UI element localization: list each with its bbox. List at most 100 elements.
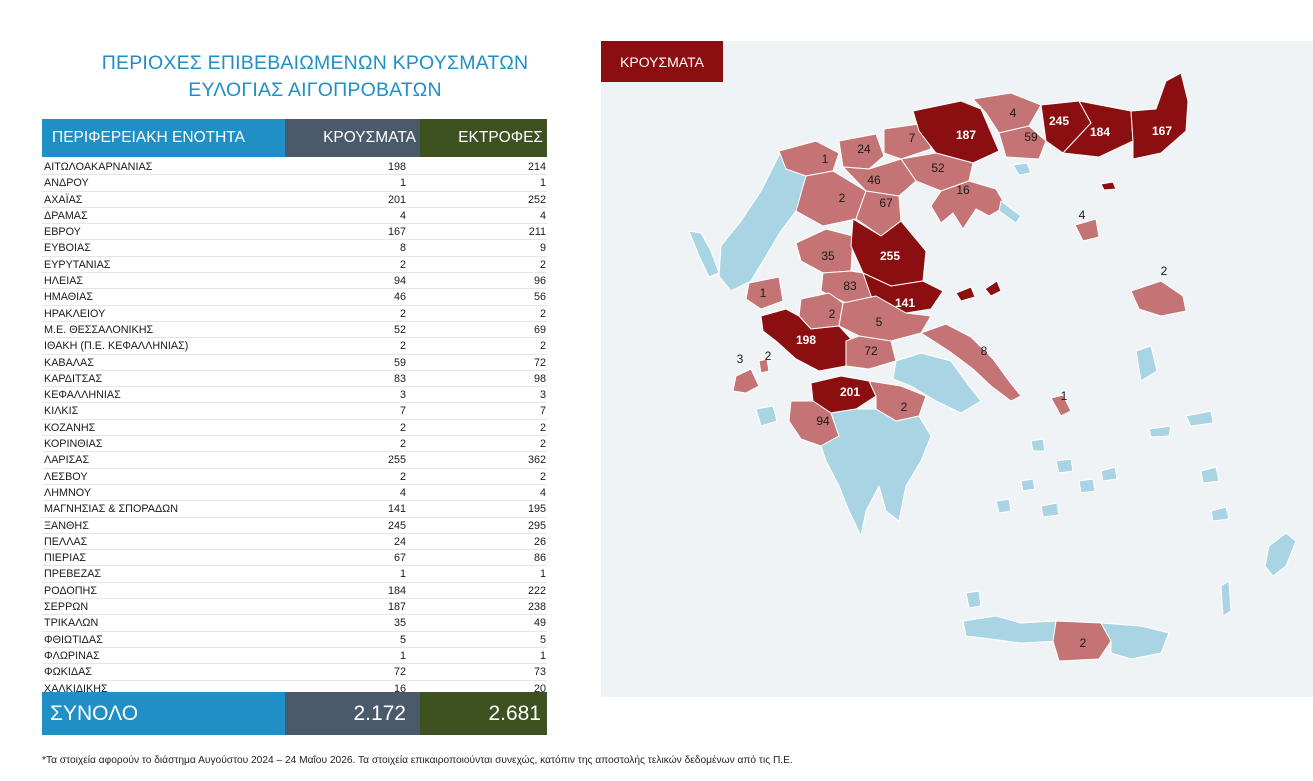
region-cell: ΙΘΑΚΗ (Π.Ε. ΚΕΦΑΛΛΗΝΙΑΣ) — [44, 340, 189, 353]
cases-cell: 24 — [393, 535, 406, 548]
cases-cell: 7 — [399, 405, 406, 418]
region-cell: ΚΑΒΑΛΑΣ — [44, 356, 94, 369]
region-cell: ΦΛΩΡΙΝΑΣ — [44, 649, 100, 662]
region-preveza — [745, 276, 784, 310]
region-cell: ΚΟΡΙΝΘΙΑΣ — [44, 438, 103, 451]
table-row: ΚΟΡΙΝΘΙΑΣ 2 2 — [42, 436, 547, 453]
cases-cell: 8 — [399, 242, 406, 255]
cases-cell: 2 — [399, 438, 406, 451]
farms-cell: 211 — [528, 226, 546, 239]
farms-cell: 86 — [533, 552, 546, 565]
table-row: ΠΡΕΒΕΖΑΣ 1 1 — [42, 566, 547, 583]
table-row: ΚΕΦΑΛΛΗΝΙΑΣ 3 3 — [42, 387, 547, 404]
cases-cell: 2 — [399, 258, 406, 271]
cases-cell: 167 — [387, 226, 406, 239]
farms-cell: 56 — [533, 291, 546, 304]
label-chalkidiki: 16 — [956, 183, 970, 197]
table-row: ΦΘΙΩΤΙΔΑΣ 5 5 — [42, 632, 547, 648]
region-kythira — [965, 590, 982, 609]
farms-cell: 222 — [527, 584, 546, 597]
farms-cell: 5 — [539, 633, 546, 646]
total-farms: 2.681 — [420, 692, 547, 735]
farms-cell: 1 — [539, 568, 546, 581]
farms-cell: 295 — [527, 519, 546, 532]
label-korinthia: 2 — [901, 400, 908, 414]
farms-cell: 69 — [533, 323, 546, 336]
header-region: ΠΕΡΙΦΕΡΕΙΑΚΗ ΕΝΟΤΗΤΑ — [42, 119, 285, 157]
cases-cell: 46 — [393, 291, 406, 304]
cases-cell: 5 — [399, 633, 406, 646]
farms-cell: 195 — [527, 503, 546, 516]
table-row: ΕΥΒΟΙΑΣ 8 9 — [42, 240, 547, 257]
farms-cell: 49 — [533, 617, 546, 630]
table-row: ΠΙΕΡΙΑΣ 67 86 — [42, 550, 547, 567]
farms-cell: 1 — [539, 649, 546, 662]
region-cyclades-5 — [1020, 478, 1036, 492]
label-kefallinia: 3 — [737, 352, 744, 366]
total-label: ΣΥΝΟΛΟ — [42, 692, 285, 735]
label-preveza: 1 — [760, 286, 767, 300]
cases-cell: 72 — [393, 666, 406, 679]
label-pieria: 67 — [879, 196, 893, 210]
region-cell: ΕΥΒΟΙΑΣ — [44, 242, 91, 255]
table-total-row: ΣΥΝΟΛΟ 2.172 2.681 — [42, 692, 547, 735]
table-row: ΚΑΒΑΛΑΣ 59 72 — [42, 355, 547, 371]
table-row: ΛΗΜΝΟΥ 4 4 — [42, 485, 547, 502]
farms-cell: 4 — [539, 209, 546, 222]
cases-cell: 52 — [393, 323, 406, 336]
region-thasos — [1012, 162, 1032, 176]
table-row: Μ.Ε. ΘΕΣΣΑΛΟΝΙΚΗΣ 52 69 — [42, 322, 547, 339]
region-cell: Μ.Ε. ΘΕΣΣΑΛΟΝΙΚΗΣ — [44, 323, 154, 336]
region-evros — [1130, 72, 1189, 160]
cases-cell: 4 — [399, 209, 406, 222]
region-cell: ΑΙΤΩΛΟΑΚΑΡΝΑΝΙΑΣ — [44, 161, 153, 173]
header-cases: ΚΡΟΥΣΜΑΤΑ — [285, 119, 420, 157]
cases-cell: 16 — [393, 682, 406, 695]
label-trikala: 35 — [821, 249, 835, 263]
region-cell: ΦΘΙΩΤΙΔΑΣ — [44, 633, 103, 646]
table-row: ΣΕΡΡΩΝ 187 238 — [42, 599, 547, 616]
region-zakynthos — [755, 405, 778, 427]
cases-cell: 2 — [399, 421, 406, 434]
page-title: ΠΕΡΙΟΧΕΣ ΕΠΙΒΕΒΑΙΩΜΕΝΩΝ ΚΡΟΥΣΜΑΤΩΝ ΕΥΛΟΓ… — [42, 50, 588, 104]
farms-cell: 362 — [527, 454, 546, 467]
cases-cell: 187 — [387, 601, 406, 614]
table-row: ΦΩΚΙΔΑΣ 72 73 — [42, 664, 547, 681]
region-dodec-1 — [1200, 466, 1220, 484]
region-cell: ΚΙΛΚΙΣ — [44, 405, 79, 418]
label-kavala: 59 — [1024, 130, 1038, 144]
cases-cell: 201 — [387, 193, 406, 206]
region-kefallinia — [732, 368, 760, 394]
farms-cell: 252 — [527, 193, 546, 206]
label-fokida: 72 — [864, 344, 878, 358]
farms-cell: 2 — [539, 470, 546, 483]
table-row: ΚΟΖΑΝΗΣ 2 2 — [42, 420, 547, 437]
title-line-2: ΕΥΛΟΓΙΑΣ ΑΙΓΟΠΡΟΒΑΤΩΝ — [188, 79, 442, 101]
cases-cell: 255 — [387, 454, 406, 467]
region-karpathos — [1220, 580, 1232, 617]
region-corfu — [688, 230, 720, 278]
cases-cell: 1 — [399, 177, 406, 190]
region-cell: ΠΡΕΒΕΖΑΣ — [44, 568, 102, 581]
farms-cell: 2 — [539, 307, 546, 320]
region-cell: ΤΡΙΚΑΛΩΝ — [44, 617, 99, 630]
label-magnisia: 141 — [895, 296, 915, 310]
label-ileia: 94 — [816, 414, 830, 428]
table-row: ΛΕΣΒΟΥ 2 2 — [42, 469, 547, 485]
region-cell: ΑΝΔΡΟΥ — [44, 177, 89, 190]
table-row: ΚΙΛΚΙΣ 7 7 — [42, 403, 547, 420]
table-row: ΗΛΕΙΑΣ 94 96 — [42, 273, 547, 290]
table-row: ΕΒΡΟΥ 167 211 — [42, 224, 547, 241]
region-cyclades-7 — [995, 498, 1012, 514]
table-row: ΑΧΑΪΑΣ 201 252 — [42, 192, 547, 208]
label-ithaki: 2 — [765, 349, 772, 363]
farms-cell: 1 — [539, 177, 546, 190]
region-cell: ΚΑΡΔΙΤΣΑΣ — [44, 372, 103, 385]
region-cell: ΗΛΕΙΑΣ — [44, 275, 84, 288]
label-thessaloniki: 52 — [931, 161, 945, 175]
table-row: ΦΛΩΡΙΝΑΣ 1 1 — [42, 648, 547, 665]
region-cell: ΕΒΡΟΥ — [44, 226, 81, 239]
region-athos — [998, 200, 1022, 224]
farms-cell: 96 — [533, 275, 546, 288]
cases-cell: 198 — [387, 161, 406, 173]
